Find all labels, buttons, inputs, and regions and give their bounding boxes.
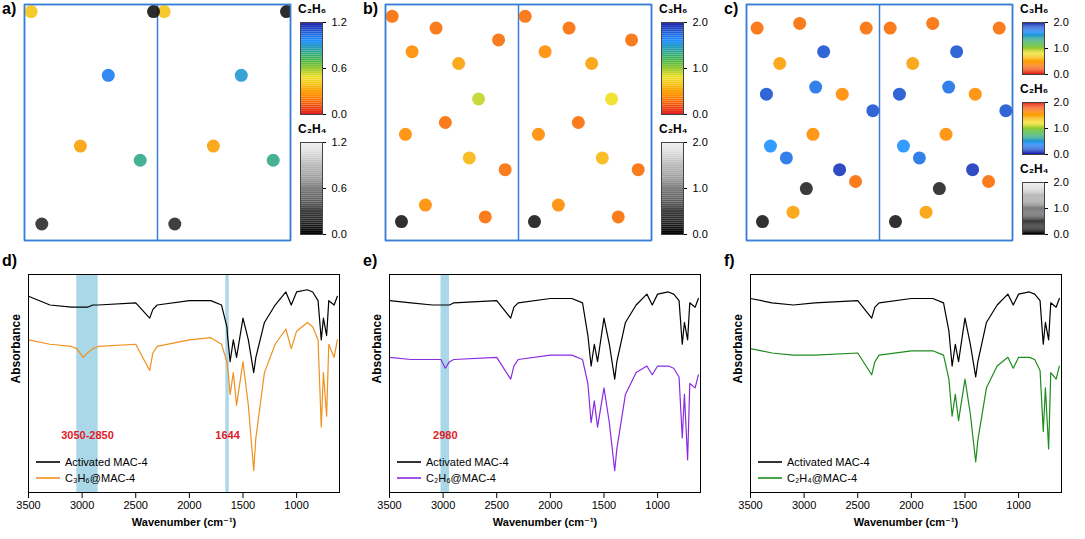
html-text:C₂H₆@MAC-4: C₂H₆@MAC-4 [426,472,496,484]
html-text:c): c) [724,0,739,17]
html-text:C₂H₆: C₂H₆ [298,2,327,16]
svg-text:0.0: 0.0 [332,228,347,240]
svg-text:2000: 2000 [899,499,923,511]
svg-text:2000: 2000 [538,499,562,511]
svg-text:2.0: 2.0 [1054,96,1069,108]
html-text:b): b) [363,0,379,17]
svg-text:2.0: 2.0 [693,16,708,28]
html-text:Activated MAC-4: Activated MAC-4 [426,456,509,468]
svg-text:3500: 3500 [377,499,401,511]
html-text:e): e) [363,252,378,269]
svg-text:2000: 2000 [177,499,201,511]
html-text:C₃H₆@MAC-4: C₃H₆@MAC-4 [65,472,136,484]
html-text:C₂H₄@MAC-4: C₂H₄@MAC-4 [787,472,857,484]
html-text:Activated MAC-4: Activated MAC-4 [787,456,870,468]
svg-text:3050-2850: 3050-2850 [61,429,114,441]
svg-text:1500: 1500 [592,499,616,511]
svg-text:1000: 1000 [645,499,669,511]
svg-text:2500: 2500 [845,499,869,511]
svg-text:1.0: 1.0 [1054,202,1069,214]
html-text:Activated MAC-4: Activated MAC-4 [65,456,148,468]
svg-text:1.0: 1.0 [1054,42,1069,54]
svg-text:Wavenumber (cm⁻¹): Wavenumber (cm⁻¹) [854,516,959,528]
svg-text:1.2: 1.2 [332,16,347,28]
svg-text:1.2: 1.2 [332,136,347,148]
svg-text:Wavenumber (cm⁻¹): Wavenumber (cm⁻¹) [132,516,237,528]
html-text:C₂H₄: C₂H₄ [298,122,327,136]
svg-text:0.6: 0.6 [332,62,347,74]
svg-text:1500: 1500 [953,499,977,511]
svg-text:0.0: 0.0 [693,228,708,240]
svg-text:2980: 2980 [433,429,457,441]
svg-text:3000: 3000 [431,499,455,511]
svg-text:1000: 1000 [1006,499,1030,511]
svg-text:3500: 3500 [738,499,762,511]
html-text:f): f) [724,252,735,269]
svg-text:2500: 2500 [123,499,147,511]
svg-text:3500: 3500 [16,499,40,511]
svg-text:2.0: 2.0 [1054,16,1069,28]
svg-text:1644: 1644 [215,429,240,441]
svg-text:3000: 3000 [792,499,816,511]
svg-text:Absorbance: Absorbance [9,314,23,384]
svg-text:1.0: 1.0 [693,182,708,194]
svg-text:Wavenumber (cm⁻¹): Wavenumber (cm⁻¹) [493,516,598,528]
html-text:C₃H₆: C₃H₆ [1020,2,1049,16]
svg-text:Absorbance: Absorbance [370,314,384,384]
svg-text:0.6: 0.6 [332,182,347,194]
html-text:C₂H₆: C₂H₆ [1020,82,1049,96]
html-text:d): d) [2,252,18,269]
svg-text:2.0: 2.0 [693,136,708,148]
svg-text:1000: 1000 [284,499,308,511]
svg-text:0.0: 0.0 [693,108,708,120]
svg-text:0.0: 0.0 [1054,68,1069,80]
svg-text:1.0: 1.0 [693,62,708,74]
svg-text:3000: 3000 [70,499,94,511]
svg-text:2500: 2500 [484,499,508,511]
svg-text:1500: 1500 [231,499,255,511]
svg-text:0.0: 0.0 [332,108,347,120]
html-text:C₃H₆: C₃H₆ [659,2,688,16]
svg-text:0.0: 0.0 [1054,148,1069,160]
html-text:C₂H₄: C₂H₄ [659,122,688,136]
svg-text:1.0: 1.0 [1054,122,1069,134]
html-text:C₂H₄: C₂H₄ [1020,162,1049,176]
svg-text:2.0: 2.0 [1054,176,1069,188]
html-text:a): a) [2,0,17,17]
svg-text:0.0: 0.0 [1054,228,1069,240]
svg-text:Absorbance: Absorbance [731,314,745,384]
